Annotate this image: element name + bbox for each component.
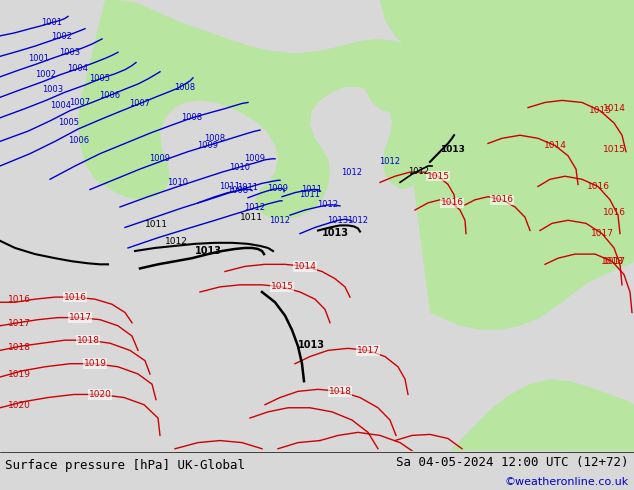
Text: 1017: 1017 (68, 313, 91, 322)
Text: 1012: 1012 (342, 168, 363, 176)
Text: 1013: 1013 (298, 341, 325, 350)
Text: 1016: 1016 (603, 208, 626, 217)
Text: 1004: 1004 (67, 64, 89, 73)
Text: 1003: 1003 (42, 85, 63, 94)
Text: 1017: 1017 (8, 319, 31, 328)
Text: 1011: 1011 (238, 183, 259, 192)
Text: 1015: 1015 (588, 106, 612, 115)
Text: 1016: 1016 (441, 198, 463, 207)
Text: 1012: 1012 (347, 216, 368, 225)
Text: 1012: 1012 (269, 216, 290, 225)
Text: 1017: 1017 (590, 229, 614, 238)
Text: 1009: 1009 (245, 154, 266, 163)
Text: 1018: 1018 (8, 343, 31, 352)
Text: 1011: 1011 (302, 185, 323, 194)
Text: 1016: 1016 (491, 196, 514, 204)
Text: 1002: 1002 (51, 32, 72, 41)
PathPatch shape (540, 415, 634, 451)
PathPatch shape (430, 379, 634, 451)
Text: 1011: 1011 (299, 190, 321, 199)
Text: 1011: 1011 (240, 213, 263, 222)
Text: 1016: 1016 (63, 293, 86, 302)
Text: 1020: 1020 (89, 390, 112, 399)
Text: 1005: 1005 (58, 118, 79, 127)
PathPatch shape (362, 0, 634, 330)
Text: ©weatheronline.co.uk: ©weatheronline.co.uk (505, 477, 629, 487)
Text: 1012: 1012 (245, 203, 266, 213)
Text: 1010: 1010 (167, 178, 188, 187)
Text: 1008: 1008 (181, 113, 202, 122)
Text: Surface pressure [hPa] UK-Global: Surface pressure [hPa] UK-Global (5, 459, 245, 472)
Text: 1013: 1013 (327, 216, 349, 225)
Text: 1013: 1013 (440, 145, 465, 154)
Text: 1013: 1013 (322, 228, 349, 238)
Text: 1009: 1009 (268, 184, 288, 193)
Text: Sa 04-05-2024 12:00 UTC (12+72): Sa 04-05-2024 12:00 UTC (12+72) (396, 456, 629, 469)
Text: 1007: 1007 (129, 99, 150, 108)
Text: 1008: 1008 (204, 134, 226, 143)
Text: 1012: 1012 (408, 167, 429, 176)
Text: 1004: 1004 (50, 100, 71, 110)
Text: 1003: 1003 (60, 48, 81, 57)
Text: 1018: 1018 (328, 387, 351, 396)
Text: 1001: 1001 (41, 18, 63, 27)
Text: 1011: 1011 (145, 220, 168, 229)
Text: 1017: 1017 (356, 346, 380, 355)
Text: 1015: 1015 (271, 282, 294, 292)
Text: 1013: 1013 (195, 246, 222, 256)
Text: 1010: 1010 (230, 163, 250, 172)
Text: 1007: 1007 (70, 98, 91, 107)
Text: 1017: 1017 (603, 257, 626, 267)
Text: 1019: 1019 (8, 370, 31, 379)
Text: 1008: 1008 (174, 83, 195, 92)
PathPatch shape (78, 0, 438, 220)
Text: 1012: 1012 (380, 157, 401, 167)
Text: 1014: 1014 (294, 262, 316, 271)
Text: 1015: 1015 (603, 145, 626, 154)
Text: 1020: 1020 (8, 401, 31, 410)
Text: 1014: 1014 (543, 141, 566, 150)
Text: 1009: 1009 (198, 141, 219, 150)
Text: 1015: 1015 (427, 172, 450, 181)
Text: 1012: 1012 (318, 200, 339, 209)
Text: 1014: 1014 (603, 104, 626, 113)
Text: 1001: 1001 (28, 54, 49, 64)
Text: 1018: 1018 (77, 336, 100, 344)
Text: 1002: 1002 (35, 70, 56, 79)
Text: 1006: 1006 (100, 91, 120, 100)
Text: 1016: 1016 (8, 295, 31, 304)
Text: 1006: 1006 (68, 136, 89, 146)
Text: 1005: 1005 (89, 74, 110, 83)
Text: 1012: 1012 (165, 237, 188, 246)
Text: 1019: 1019 (84, 359, 107, 368)
Text: 1008: 1008 (228, 186, 249, 195)
Text: 1011: 1011 (219, 182, 240, 191)
Text: 1009: 1009 (150, 154, 171, 163)
Text: 1018: 1018 (600, 257, 623, 266)
Text: 1016: 1016 (586, 182, 609, 191)
